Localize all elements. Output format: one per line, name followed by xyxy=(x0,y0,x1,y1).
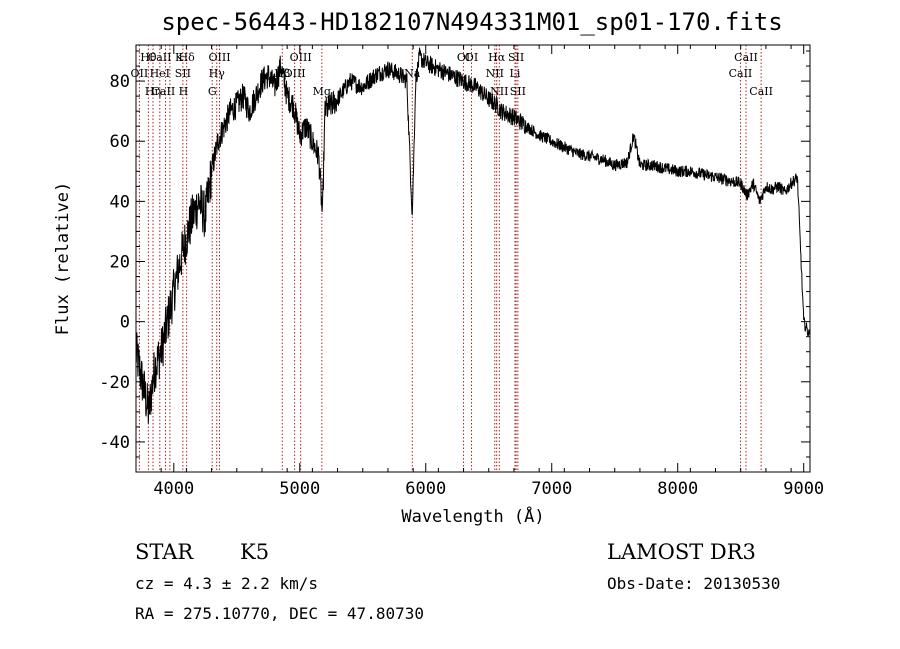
line-label: Li xyxy=(510,67,521,80)
y-tick-label: 40 xyxy=(110,192,130,212)
x-tick-label: 5000 xyxy=(279,479,320,499)
object-type: STAR xyxy=(135,540,194,564)
spectral-line-markers xyxy=(138,45,762,472)
y-tick-label: 0 xyxy=(120,313,130,333)
x-tick-label: 9000 xyxy=(783,479,824,499)
line-label: HeI xyxy=(150,67,170,80)
redshift-velocity: cz = 4.3 ± 2.2 km/s xyxy=(135,574,319,593)
line-label: OI xyxy=(457,51,470,64)
y-tick-label: 20 xyxy=(110,253,130,273)
line-label: NII xyxy=(490,85,508,98)
y-tick-label: -20 xyxy=(99,373,130,393)
line-label: SII xyxy=(508,51,524,64)
observation-date: Obs-Date: 20130530 xyxy=(607,574,781,593)
line-label: Hδ xyxy=(179,51,196,64)
spectrum-series xyxy=(135,46,810,424)
line-label: SII xyxy=(510,85,526,98)
chart-title: spec-56443-HD182107N494331M01_sp01-170.f… xyxy=(161,8,783,36)
line-label: Hβ xyxy=(274,67,290,80)
x-axis-label: Wavelength (Å) xyxy=(401,505,544,527)
spectrum-line xyxy=(135,46,810,424)
plot-frame xyxy=(135,44,811,473)
survey-name: LAMOST DR3 xyxy=(607,540,756,564)
x-tick-label: 6000 xyxy=(405,479,446,499)
line-label: CaII xyxy=(729,67,753,80)
y-tick-label: -40 xyxy=(99,433,130,453)
y-tick-label: 80 xyxy=(110,72,130,92)
line-label: OII xyxy=(131,67,149,80)
x-tick-label: 4000 xyxy=(153,479,194,499)
object-subclass: K5 xyxy=(240,540,270,564)
y-axis-label: Flux (relative) xyxy=(53,182,73,336)
line-label: Mg xyxy=(313,85,331,98)
line-label: CaII K xyxy=(148,51,184,64)
line-label: Hη xyxy=(145,85,161,98)
line-label: G xyxy=(208,85,217,98)
coordinates: RA = 275.10770, DEC = 47.80730 xyxy=(135,604,424,623)
line-label: Hθ xyxy=(140,51,157,64)
line-label: NII xyxy=(486,67,504,80)
line-label: CaII H xyxy=(152,85,189,98)
axes: 4000 5000 6000 7000 8000 9000 -40 -20 0 20 40 60 80 xyxy=(99,45,824,499)
line-label: Na xyxy=(404,67,421,80)
line-label: OIII xyxy=(284,67,306,80)
x-tick-label: 7000 xyxy=(531,479,572,499)
line-label: SII xyxy=(175,67,191,80)
line-label: OI xyxy=(465,51,478,64)
y-tick-label: 60 xyxy=(110,132,130,152)
line-label: Hα xyxy=(488,51,506,64)
line-label: OIII xyxy=(208,51,230,64)
line-label: CaII xyxy=(749,85,773,98)
line-label: CaII xyxy=(734,51,758,64)
x-tick-label: 8000 xyxy=(657,479,698,499)
line-label: Hγ xyxy=(209,67,226,80)
line-label: OIII xyxy=(290,51,312,64)
